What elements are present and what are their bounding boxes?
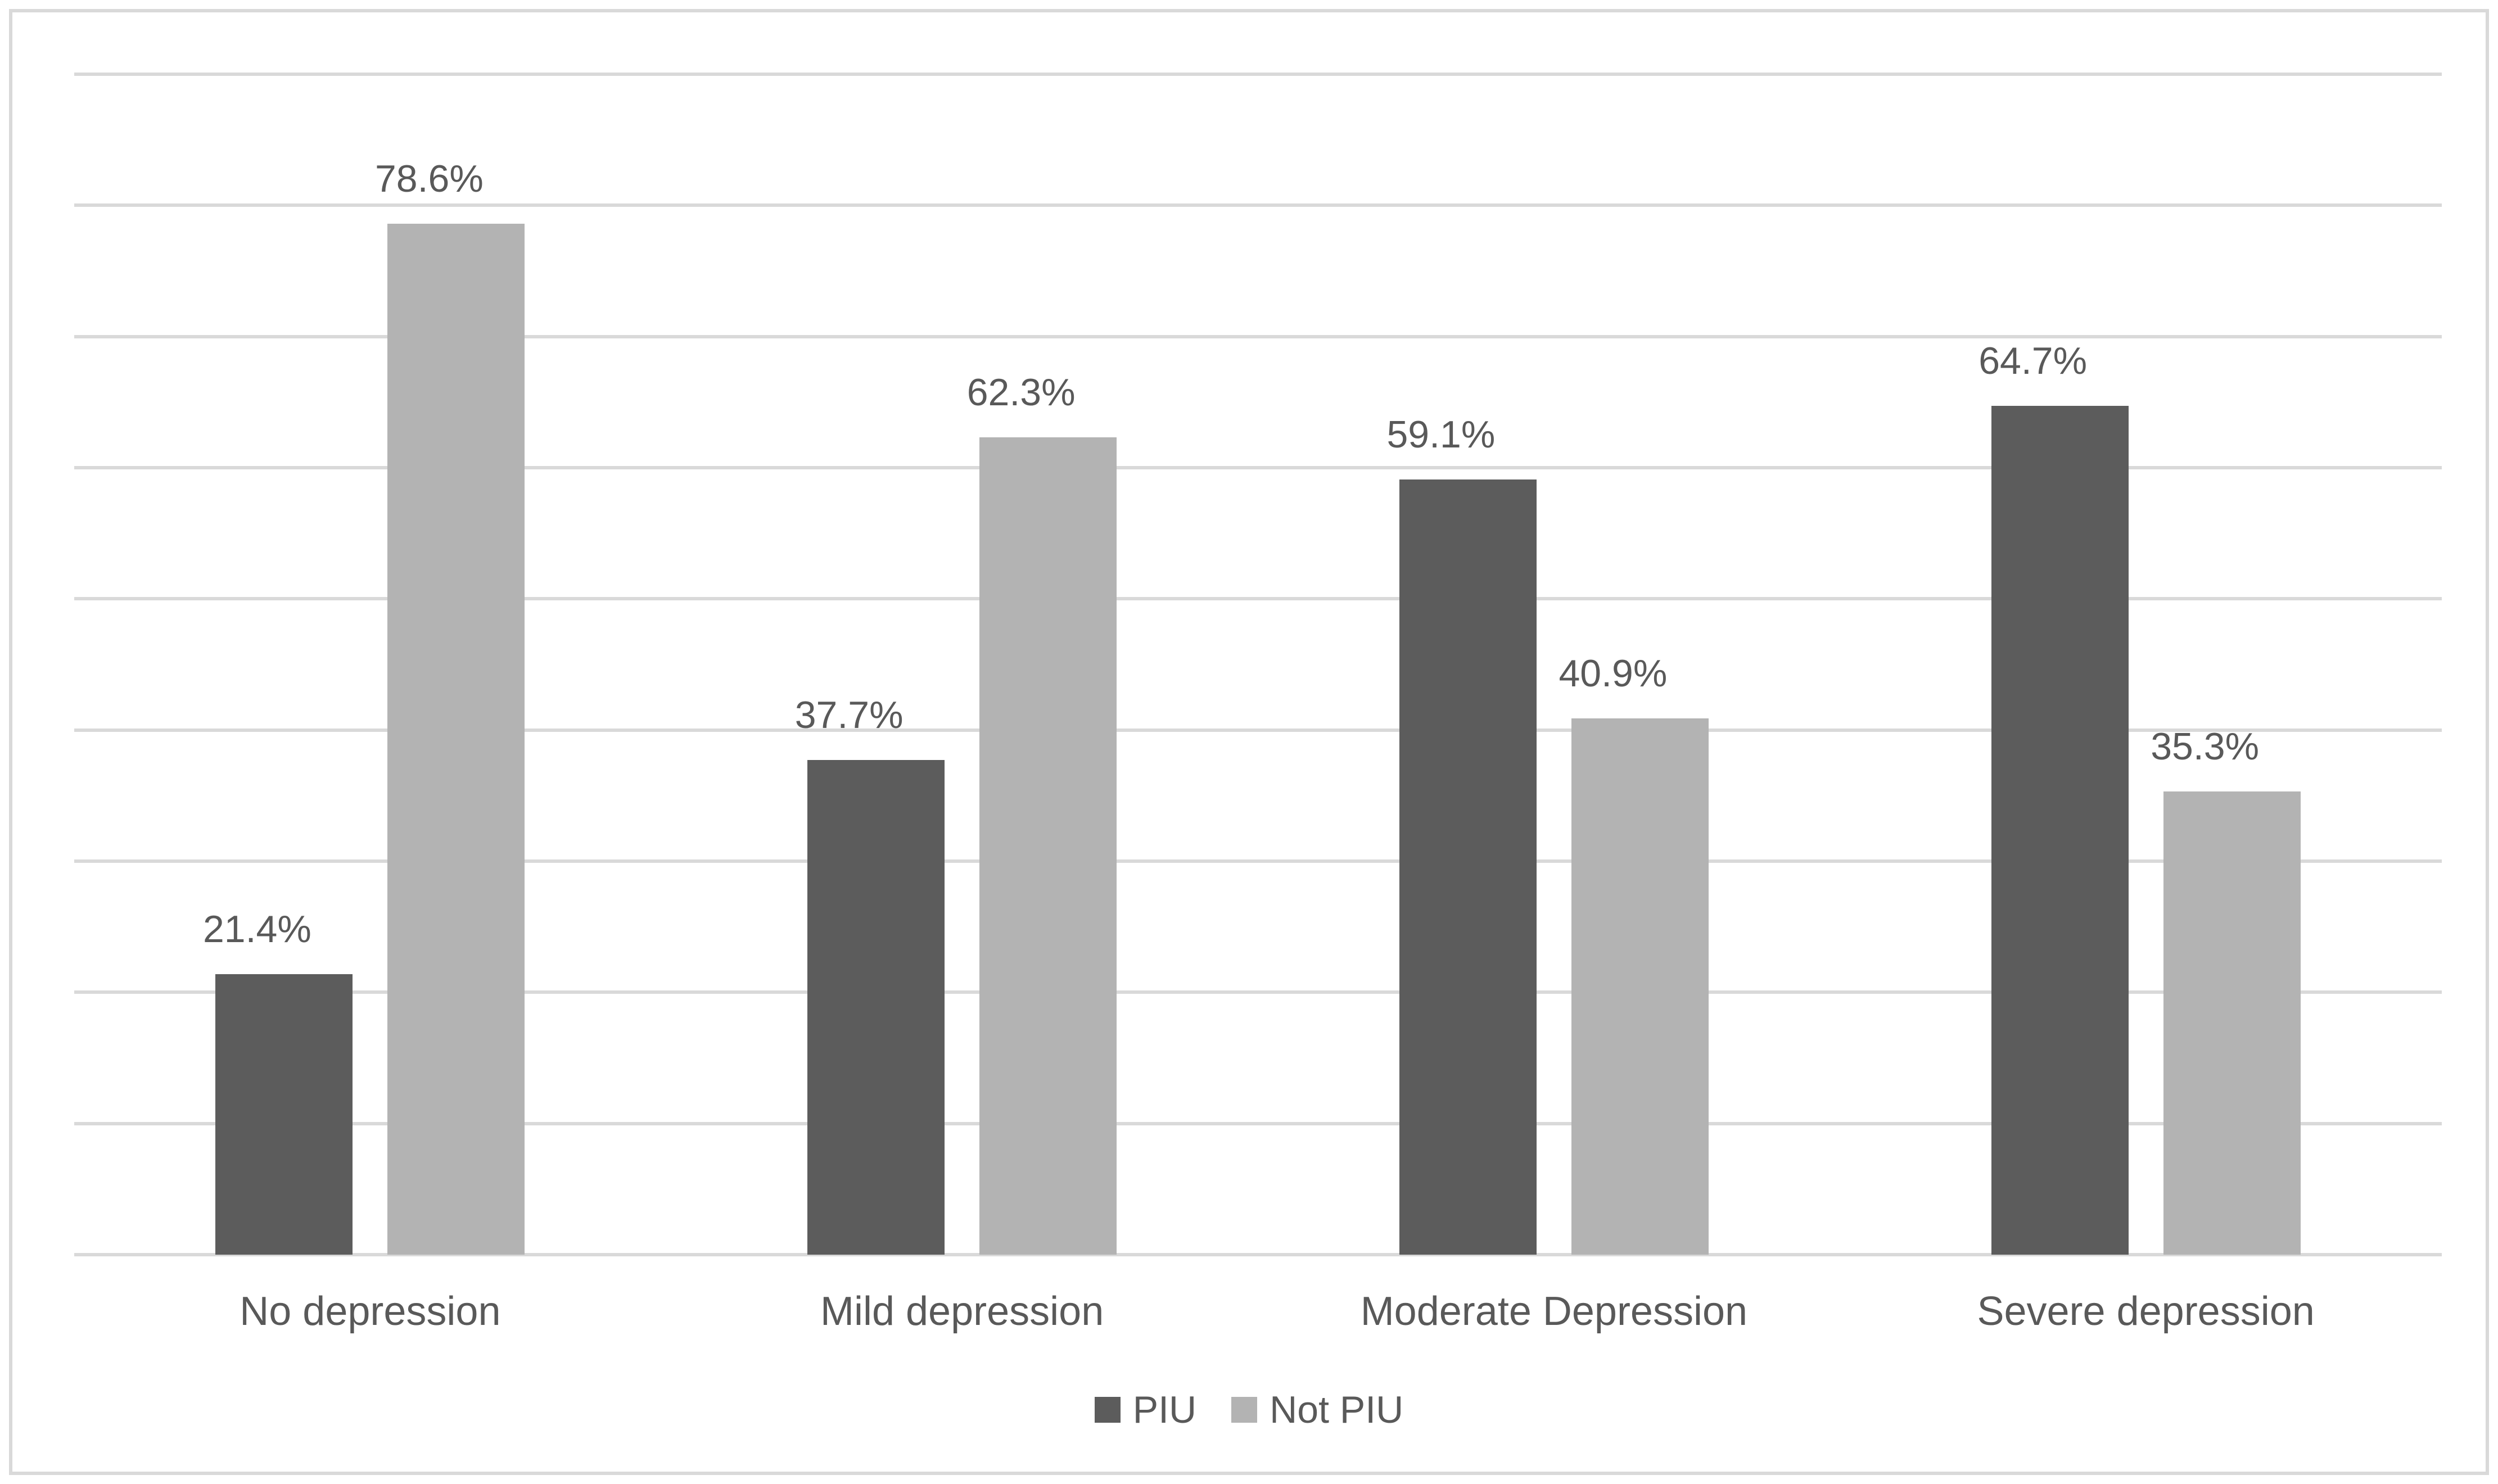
legend-swatch-piu <box>1094 1397 1121 1423</box>
data-label-piu-severe-depression: 64.7% <box>1978 340 2088 383</box>
category-label-mild-depression: Mild depression <box>820 1289 1104 1334</box>
data-label-not-piu-severe-depression: 35.3% <box>2151 725 2260 768</box>
gridline-30pct <box>74 859 2442 863</box>
legend-label-piu: PIU <box>1132 1388 1197 1431</box>
category-label-severe-depression: Severe depression <box>1977 1289 2315 1334</box>
bar-not-piu-mild-depression: 62.3% <box>967 373 1117 1255</box>
legend-item-not-piu: Not PIU <box>1231 1391 1403 1429</box>
bar-group-moderate-depression: 59.1% 40.9% <box>1258 74 1850 1255</box>
bar-group-no-depression: 21.4% 78.6% <box>74 74 666 1255</box>
gridline-10pct <box>74 1121 2442 1125</box>
bar-group-mild-depression: 37.7% 62.3% <box>666 74 1258 1255</box>
gridline-80pct <box>74 203 2442 207</box>
legend-item-piu: PIU <box>1094 1388 1197 1431</box>
data-label-not-piu-no-depression: 78.6% <box>374 157 484 200</box>
data-label-not-piu-mild-depression: 62.3% <box>966 371 1076 414</box>
data-label-piu-mild-depression: 37.7% <box>794 694 904 737</box>
category-label-no-depression: No depression <box>240 1289 501 1334</box>
gridline-50pct <box>74 597 2442 601</box>
bar-not-piu-no-depression: 78.6% <box>375 160 525 1255</box>
bar-groups: 21.4% 78.6% 37.7% 62.3% 59.1% 40.9% 64.7% 35.3% <box>74 74 2442 1255</box>
bar-not-piu-severe-depression: 35.3% <box>2151 727 2301 1255</box>
x-axis-line <box>74 1253 2442 1256</box>
bar-piu-severe-depression: 64.7% <box>1978 342 2129 1255</box>
gridline-40pct <box>74 728 2442 732</box>
x-axis-category-labels: No depression Mild depression Moderate Dep… <box>74 1289 2442 1334</box>
bar-piu-mild-depression: 37.7% <box>795 696 945 1255</box>
plot-area: 21.4% 78.6% 37.7% 62.3% 59.1% 40.9% 64.7% 35.3% <box>74 73 2442 1256</box>
data-label-piu-no-depression: 21.4% <box>202 907 311 951</box>
legend: PIU Not PIU <box>12 1387 2486 1432</box>
bar-piu-moderate-depression: 59.1% <box>1386 415 1537 1255</box>
legend-swatch-not-piu <box>1231 1397 1258 1423</box>
data-label-piu-moderate-depression: 59.1% <box>1386 413 1496 456</box>
bar-piu-no-depression: 21.4% <box>203 910 353 1255</box>
category-label-moderate-depression: Moderate Depression <box>1360 1289 1748 1334</box>
gridline-20pct <box>74 990 2442 994</box>
chart-frame: 21.4% 78.6% 37.7% 62.3% 59.1% 40.9% 64.7% 35.3%… <box>9 9 2489 1475</box>
gridline-90pct <box>74 73 2442 76</box>
gridline-70pct <box>74 334 2442 338</box>
bar-not-piu-moderate-depression: 40.9% <box>1559 654 1709 1255</box>
gridline-60pct <box>74 466 2442 470</box>
bar-group-severe-depression: 64.7% 35.3% <box>1850 74 2442 1255</box>
legend-label-not-piu: Not PIU <box>1270 1388 1404 1431</box>
data-label-not-piu-moderate-depression: 40.9% <box>1559 651 1668 695</box>
